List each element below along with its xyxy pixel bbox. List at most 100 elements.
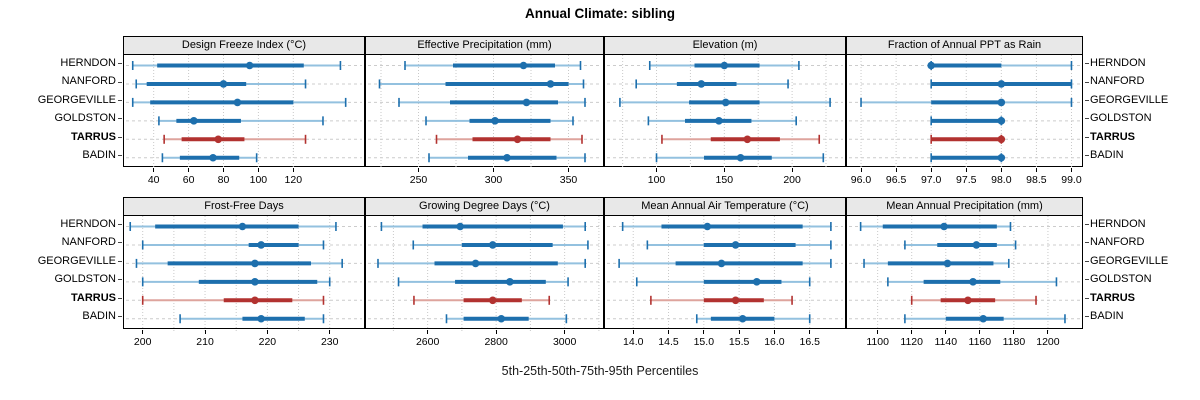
percentile-line-tarrus bbox=[435, 134, 583, 144]
percentile-line-tarrus bbox=[650, 295, 793, 305]
row-axis-tick bbox=[118, 224, 122, 225]
median-dot bbox=[522, 98, 531, 107]
axis-tick-mark bbox=[965, 168, 967, 172]
row-axis-tick bbox=[1085, 260, 1089, 262]
row-axis-tick bbox=[118, 118, 122, 120]
row-axis-tick bbox=[1085, 297, 1089, 299]
tick-label: 98.0 bbox=[991, 174, 1012, 186]
tick-label: 15.5 bbox=[728, 336, 750, 348]
axis-tick-mark bbox=[703, 330, 705, 334]
median-dot bbox=[738, 314, 747, 323]
median-dot bbox=[190, 117, 198, 125]
axis-tick-mark bbox=[142, 330, 144, 334]
site-labels-right-row1: HERNDON NANFORD GEORGEVILLE GOLDSTON TARRUS B… bbox=[1090, 53, 1198, 167]
panel-plot bbox=[368, 55, 601, 169]
axis-design-freeze-index-c: 40 60 80 100 120 bbox=[123, 168, 365, 194]
percentile-line-herndon bbox=[648, 61, 800, 70]
tick-label: 97.5 bbox=[956, 174, 977, 186]
median-dot bbox=[546, 80, 555, 88]
median-dot bbox=[743, 135, 752, 144]
row-axis-tick bbox=[1085, 136, 1089, 138]
median-dot bbox=[519, 61, 528, 70]
axis-tick-mark bbox=[632, 330, 634, 334]
median-dot bbox=[964, 296, 972, 305]
panel-mean-annual-precipitation-mm: Mean Annual Precipitation (mm) bbox=[846, 197, 1083, 331]
axis-tick-mark bbox=[791, 168, 793, 172]
median-dot bbox=[257, 241, 265, 249]
row-axis-tick bbox=[118, 279, 122, 281]
percentile-line-georgeville bbox=[131, 97, 347, 107]
percentile-line-badin bbox=[428, 153, 586, 163]
site-label-goldston: GOLDSTON bbox=[54, 273, 116, 286]
median-dot bbox=[752, 278, 761, 286]
percentile-line-nanford bbox=[412, 240, 589, 250]
tick-label: 100 bbox=[249, 174, 268, 186]
site-labels-left-row2: HERNDON NANFORD GEORGEVILLE GOLDSTON TARRUS B… bbox=[0, 214, 116, 329]
panel-plot bbox=[126, 216, 362, 331]
percentile-line-goldston bbox=[635, 277, 811, 287]
panel-header: Design Freeze Index (°C) bbox=[124, 37, 364, 55]
tick-label: 98.5 bbox=[1026, 174, 1047, 186]
median-dot bbox=[251, 259, 259, 268]
tick-label: 80 bbox=[217, 174, 230, 186]
median-dot bbox=[233, 98, 242, 107]
row-axis-tick bbox=[118, 81, 122, 83]
median-dot bbox=[997, 153, 1006, 162]
axis-tick-mark bbox=[809, 330, 811, 334]
axis-tick-mark bbox=[493, 168, 494, 172]
panel-frost-free-days: Frost-Free Days bbox=[123, 197, 365, 331]
tick-label: 40 bbox=[147, 174, 160, 186]
row-axis-tick bbox=[1085, 242, 1089, 244]
axis-tick-mark bbox=[188, 168, 190, 172]
tick-label: 2800 bbox=[484, 336, 508, 348]
percentile-line-tarrus bbox=[930, 134, 1006, 144]
tick-label: 99.0 bbox=[1061, 174, 1082, 186]
axis-frost-free-days: 200 210 220 230 bbox=[123, 330, 365, 356]
site-label-nanford: NANFORD bbox=[1090, 236, 1145, 249]
percentile-line-nanford bbox=[635, 79, 789, 89]
panel-plot bbox=[849, 216, 1080, 331]
percentile-line-georgeville bbox=[135, 258, 343, 268]
site-label-goldston: GOLDSTON bbox=[54, 112, 116, 125]
percentile-line-badin bbox=[445, 314, 568, 324]
median-dot bbox=[997, 135, 1006, 144]
tick-label: 220 bbox=[258, 336, 277, 348]
site-label-georgeville: GEORGEVILLE bbox=[1090, 254, 1169, 267]
tick-label: 200 bbox=[783, 174, 801, 186]
axis-tick-mark bbox=[1000, 168, 1002, 172]
median-dot bbox=[979, 314, 988, 323]
row-axis-tick bbox=[118, 316, 122, 318]
panel-effective-precipitation-mm: Effective Precipitation (mm) bbox=[365, 36, 604, 169]
axis-tick-mark bbox=[1047, 330, 1049, 334]
row-axis-tick bbox=[118, 297, 122, 299]
median-dot bbox=[736, 153, 745, 162]
site-label-georgeville: GEORGEVILLE bbox=[37, 93, 116, 106]
panel-growing-degree-days-c: Growing Degree Days (°C) bbox=[365, 197, 604, 331]
site-label-badin: BADIN bbox=[1090, 149, 1124, 162]
median-dot bbox=[969, 278, 977, 286]
percentile-line-tarrus bbox=[163, 134, 307, 144]
tick-label: 96.5 bbox=[885, 174, 907, 186]
axis-tick-mark bbox=[668, 330, 670, 334]
tick-label: 97.0 bbox=[920, 174, 942, 186]
panel-fraction-of-annual-ppt-as-rain: Fraction of Annual PPT as Rain bbox=[846, 36, 1083, 169]
median-dot bbox=[238, 222, 247, 231]
row-axis-tick bbox=[1085, 316, 1089, 318]
axis-tick-mark bbox=[1035, 168, 1037, 172]
median-dot bbox=[997, 80, 1006, 88]
percentile-line-nanford bbox=[141, 240, 325, 250]
percentile-line-goldston bbox=[141, 277, 331, 287]
percentile-line-tarrus bbox=[413, 295, 551, 305]
median-dot bbox=[697, 80, 706, 88]
percentile-line-badin bbox=[695, 314, 811, 324]
tick-label: 100 bbox=[647, 174, 666, 186]
tick-label: 14.5 bbox=[658, 336, 679, 348]
median-dot bbox=[972, 241, 981, 249]
median-dot bbox=[491, 117, 499, 125]
percentile-line-georgeville bbox=[618, 258, 832, 268]
median-dot bbox=[997, 98, 1006, 107]
percentile-line-nanford bbox=[930, 79, 1073, 89]
panel-plot bbox=[126, 55, 362, 169]
median-dot bbox=[214, 135, 223, 144]
